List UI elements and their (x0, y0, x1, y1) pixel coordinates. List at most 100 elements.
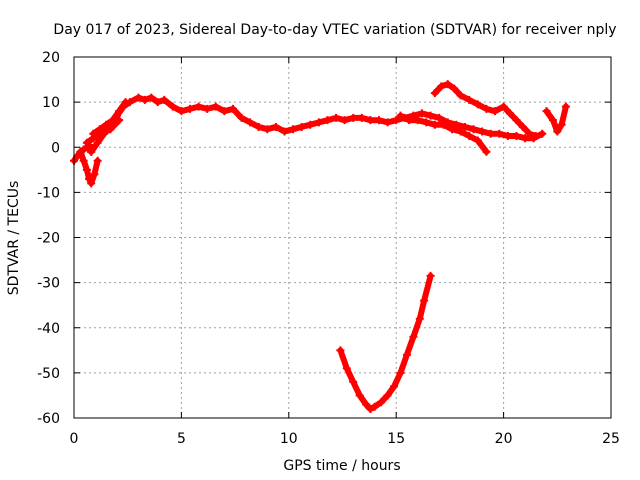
data-point (426, 111, 435, 120)
data-point (370, 402, 379, 411)
series-rise-c (82, 116, 124, 147)
data-point (491, 107, 500, 116)
data-point (437, 82, 446, 91)
data-point (415, 314, 424, 323)
x-axis-title: GPS time / hours (283, 458, 400, 474)
data-point (478, 127, 487, 136)
x-tick-label: 15 (387, 431, 405, 447)
data-point (561, 102, 570, 111)
series-line (337, 272, 434, 412)
data-point (473, 136, 482, 145)
data-point (390, 382, 399, 391)
data-point (377, 398, 386, 407)
data-point (203, 104, 212, 113)
data-point (76, 147, 85, 156)
data-point (448, 125, 457, 134)
series-main (119, 93, 547, 143)
data-point (254, 122, 263, 131)
data-point (420, 296, 429, 305)
data-point (194, 102, 203, 111)
data-point (147, 93, 156, 102)
series-upper-loop (430, 80, 540, 140)
data-point (549, 116, 558, 125)
y-tick-label: 20 (42, 50, 60, 66)
data-point (499, 102, 508, 111)
data-point (375, 116, 384, 125)
data-point (465, 131, 474, 140)
chart-title: Day 017 of 2023, Sidereal Day-to-day VTE… (53, 22, 616, 38)
data-point (396, 111, 405, 120)
data-point (355, 391, 364, 400)
data-point (82, 165, 91, 174)
data-point (456, 91, 465, 100)
series-v-shape (336, 271, 435, 413)
data-point (119, 102, 128, 111)
data-point (482, 104, 491, 113)
data-point (417, 109, 426, 118)
series-right-cluster (542, 102, 570, 136)
data-point (435, 113, 444, 122)
data-point (271, 122, 280, 131)
data-point (306, 120, 315, 129)
data-point (553, 127, 562, 136)
data-point (79, 156, 88, 165)
data-point (102, 120, 111, 129)
data-point (506, 109, 515, 118)
data-point (518, 122, 527, 131)
data-point (413, 116, 422, 125)
data-point (439, 120, 448, 129)
data-point (228, 104, 237, 113)
y-tick-label: -30 (37, 276, 60, 292)
data-point (134, 93, 143, 102)
data-point (160, 95, 169, 104)
data-point (357, 113, 366, 122)
data-point (280, 127, 289, 136)
data-point (409, 332, 418, 341)
data-point (87, 147, 96, 156)
data-point (349, 377, 358, 386)
data-point (512, 131, 521, 140)
y-axis-title: SDTVAR / TECUs (6, 181, 22, 296)
data-point (495, 129, 504, 138)
data-point (263, 125, 272, 134)
data-point (85, 174, 94, 183)
data-point (383, 391, 392, 400)
data-point (93, 156, 102, 165)
series-group (70, 80, 570, 413)
data-point (332, 113, 341, 122)
data-point (430, 120, 439, 129)
x-tick-label: 10 (280, 431, 298, 447)
data-point (512, 116, 521, 125)
data-point (336, 346, 345, 355)
data-point (289, 125, 298, 134)
data-point (531, 131, 540, 140)
data-point (106, 125, 115, 134)
data-point (87, 179, 96, 188)
data-point (557, 120, 566, 129)
data-point (469, 125, 478, 134)
data-point (246, 118, 255, 127)
series-early-dip (76, 147, 102, 188)
data-point (125, 98, 134, 107)
data-point (177, 107, 186, 116)
data-point (115, 107, 124, 116)
data-point (465, 95, 474, 104)
data-point (237, 113, 246, 122)
data-point (396, 368, 405, 377)
y-tick-label: -60 (37, 411, 60, 427)
data-point (521, 134, 530, 143)
y-tick-label: -10 (37, 185, 60, 201)
data-point (456, 127, 465, 136)
data-point (140, 95, 149, 104)
y-tick-label: 0 (51, 140, 60, 156)
x-tick-label: 5 (177, 431, 186, 447)
data-point (340, 116, 349, 125)
data-point (297, 122, 306, 131)
data-point (482, 147, 491, 156)
data-point (366, 116, 375, 125)
data-point (426, 271, 435, 280)
data-point (443, 80, 452, 89)
series-lower-branch (396, 111, 491, 156)
data-point (220, 107, 229, 116)
data-point (503, 131, 512, 140)
